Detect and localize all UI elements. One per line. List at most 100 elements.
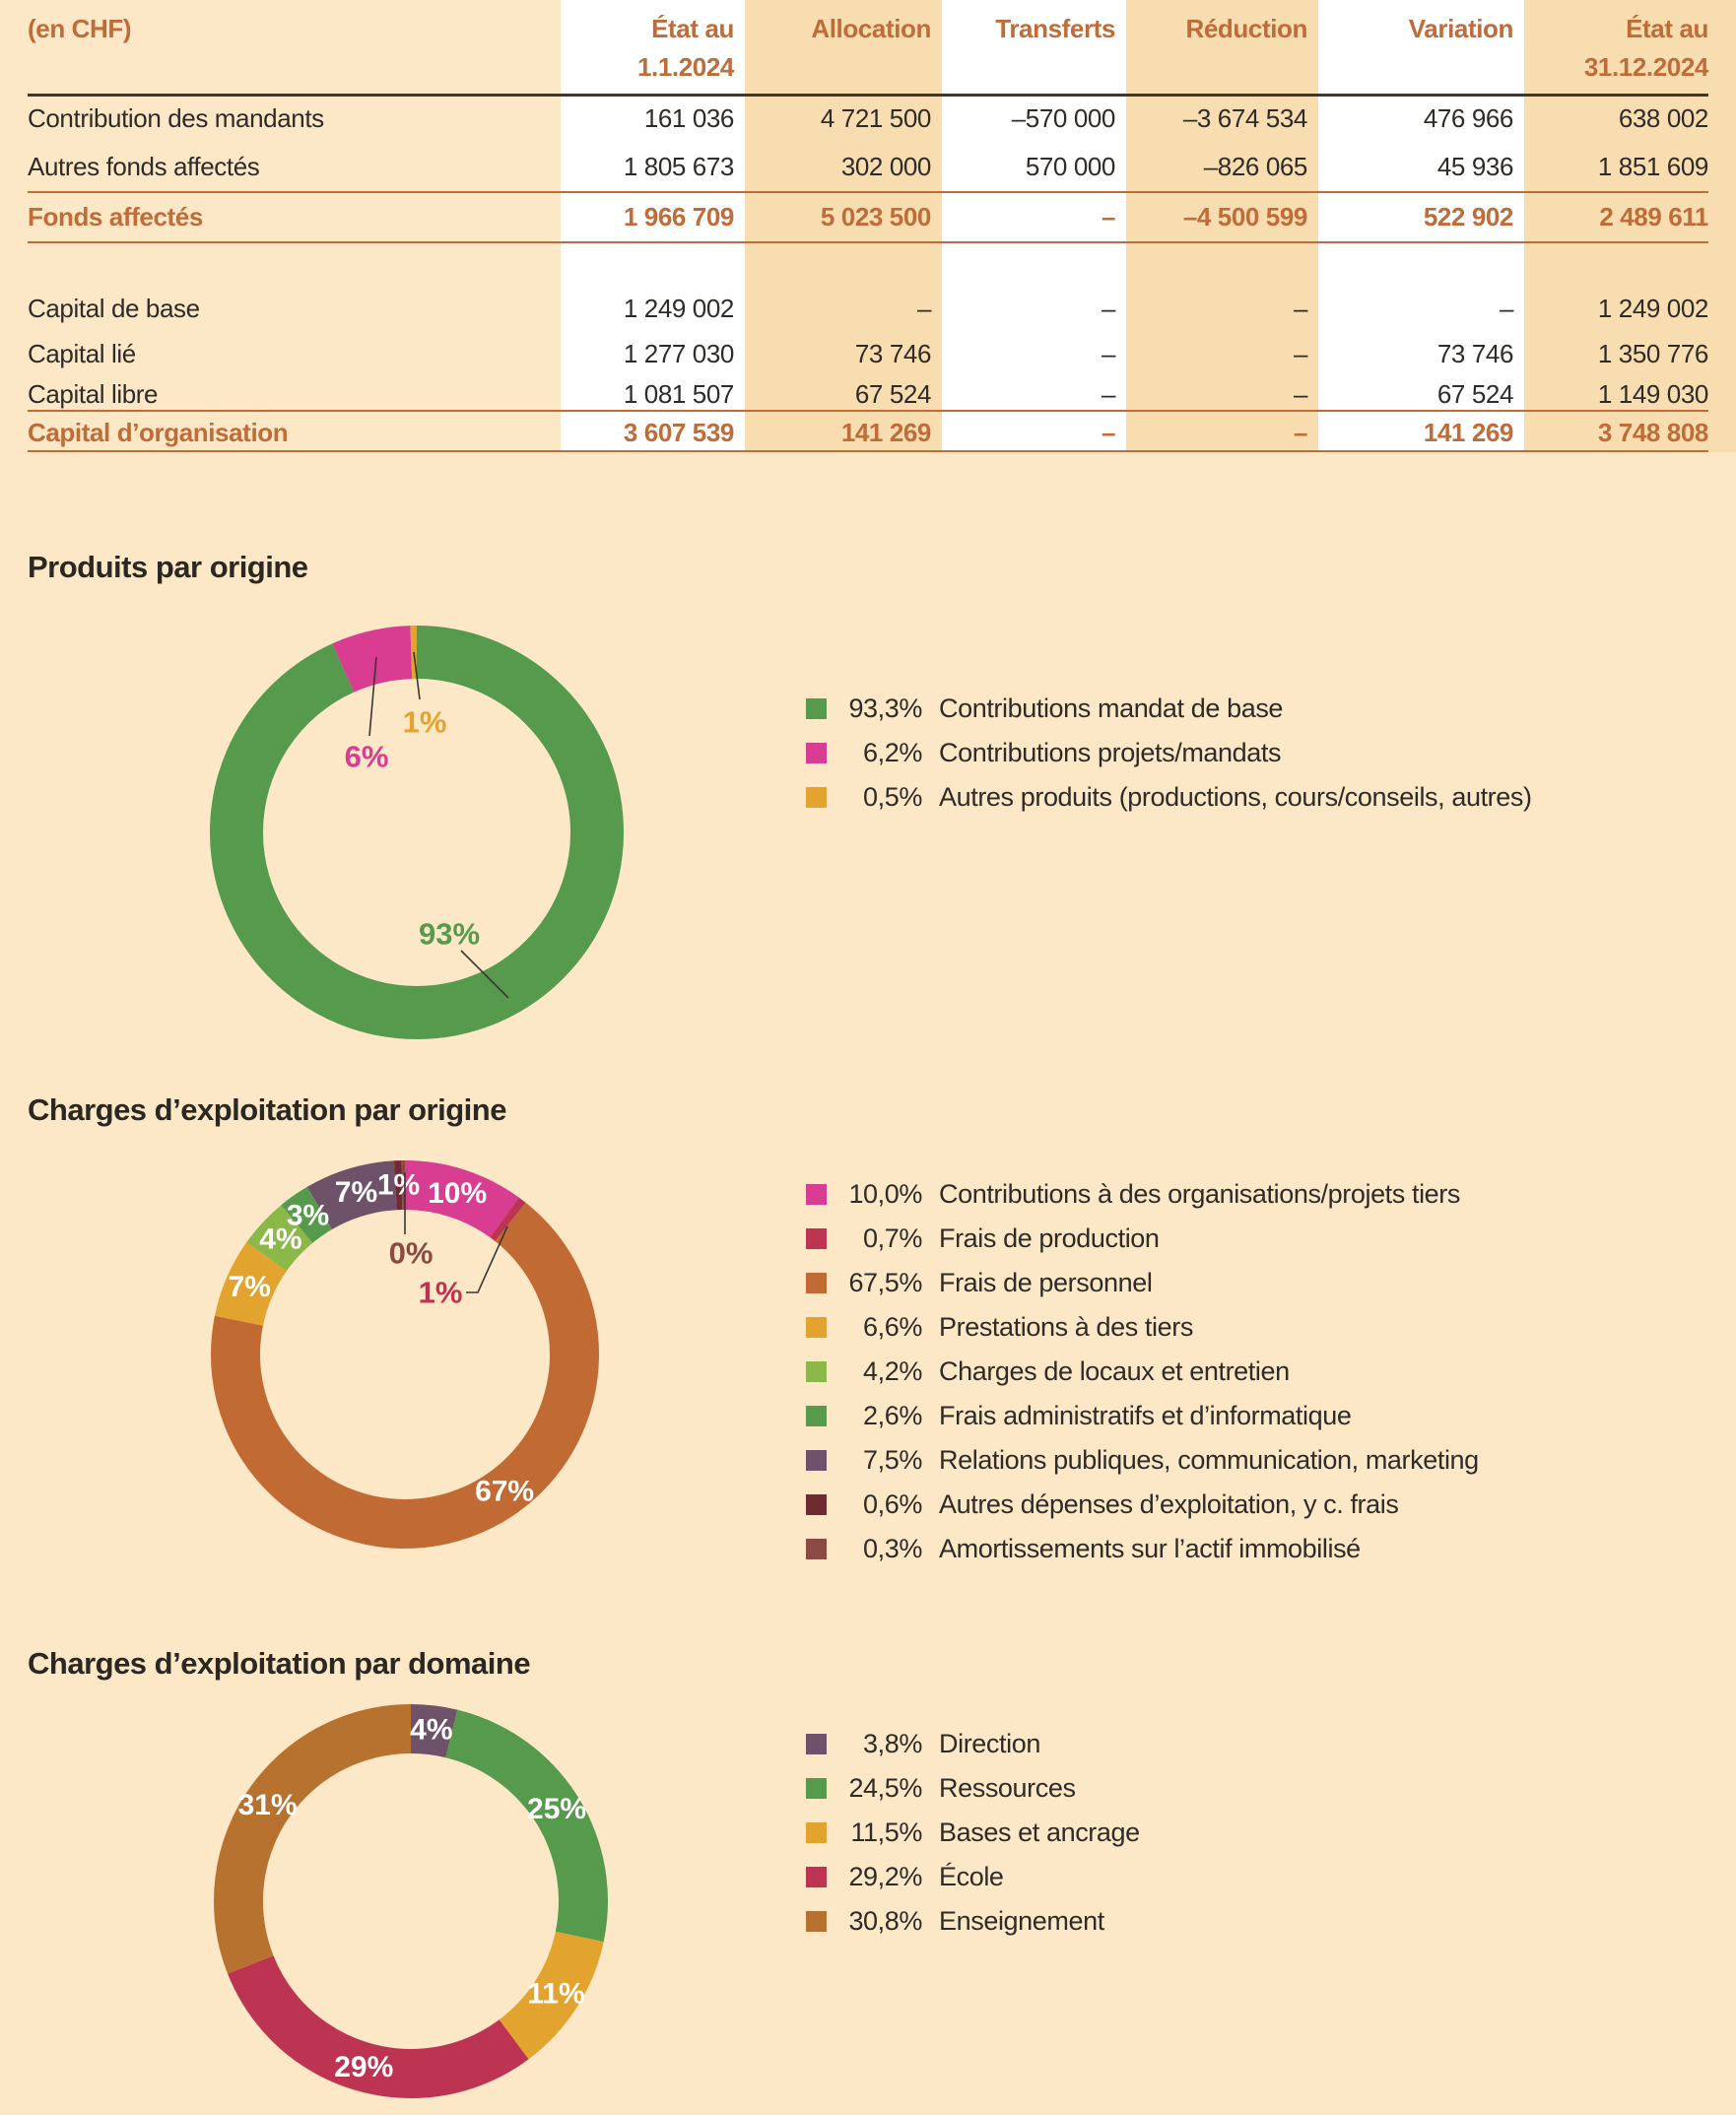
slice-callout-label: 0% xyxy=(389,1236,434,1271)
legend-item: 4,2% Charges de locaux et entretien xyxy=(806,1350,1693,1394)
table-cell: 141 269 xyxy=(1318,412,1524,452)
legend-label: Direction xyxy=(939,1729,1040,1758)
table-cell xyxy=(1126,241,1318,285)
leader-line xyxy=(466,1225,508,1293)
col-header: Transferts xyxy=(942,0,1126,95)
legend-label: Frais administratifs et d’informatique xyxy=(939,1401,1352,1430)
table-header-rule xyxy=(28,94,1708,97)
table-cell: 1 277 030 xyxy=(561,331,745,376)
table-cell: 67 524 xyxy=(1318,376,1524,412)
table-cell: 570 000 xyxy=(942,142,1126,191)
table-cell: – xyxy=(942,285,1126,331)
slice-label: 4% xyxy=(259,1223,301,1256)
legend-charges-domaine: 3,8% Direction 24,5% Ressources 11,5% Bases e… xyxy=(806,1722,1693,1944)
legend-label: Contributions projets/mandats xyxy=(939,738,1282,767)
legend-label: Amortissements sur l’actif immobilisé xyxy=(939,1534,1361,1563)
table-cell xyxy=(561,241,745,285)
legend-item: 30,8% Enseignement xyxy=(806,1899,1693,1944)
table-cell: 1 249 002 xyxy=(1524,285,1736,331)
legend-label: Contributions à des organisations/projet… xyxy=(939,1179,1460,1209)
table-cell: 4 721 500 xyxy=(745,95,942,142)
leader-line xyxy=(368,656,377,737)
table-cell: – xyxy=(745,285,942,331)
legend-pct: 3,8% xyxy=(863,1729,922,1758)
table-cell: 161 036 xyxy=(561,95,745,142)
legend-label: Prestations à des tiers xyxy=(939,1312,1193,1342)
slice-label: 29% xyxy=(334,2051,393,2083)
col-header-lines: État au 1.1.2024 xyxy=(636,14,734,82)
table-cell: 1 249 002 xyxy=(561,285,745,331)
row-label: Capital libre xyxy=(28,379,159,409)
table-rule-above-capital xyxy=(28,410,1708,412)
table-row: Capital d’organisation 3 607 539 141 269– –… xyxy=(0,412,1736,452)
legend-swatch xyxy=(806,743,827,763)
legend-item: 0,7% Frais de production xyxy=(806,1217,1693,1261)
legend-pct: 0,7% xyxy=(863,1223,922,1253)
col-header-lines: Variation xyxy=(1408,14,1514,43)
legend-item: 3,8% Direction xyxy=(806,1722,1693,1766)
table-cell: –3 674 534 xyxy=(1126,95,1318,142)
table-row xyxy=(0,241,1736,285)
table-row: Capital de base 1 249 002– – – –1 249 002 xyxy=(0,285,1736,331)
legend-item: 93,3% Contributions mandat de base xyxy=(806,687,1693,731)
col-header-lines: État au 31.12.2024 xyxy=(1583,14,1709,82)
legend-swatch xyxy=(806,1539,827,1559)
slice-label: 4% xyxy=(410,1714,452,1747)
leader-line xyxy=(460,950,509,999)
legend-item: 67,5% Frais de personnel xyxy=(806,1261,1693,1305)
table-cell: 3 607 539 xyxy=(561,412,745,452)
legend-label: Relations publiques, communication, mark… xyxy=(939,1445,1479,1475)
slice-callout-label: 93% xyxy=(419,917,480,952)
col-header-unit: (en CHF) xyxy=(28,14,132,43)
legend-pct: 2,6% xyxy=(863,1401,922,1430)
legend-pct: 0,5% xyxy=(863,782,922,812)
legend-pct: 0,3% xyxy=(863,1534,922,1563)
table-cell: – xyxy=(1318,285,1524,331)
legend-swatch xyxy=(806,1734,827,1754)
table-cell: – xyxy=(1126,331,1318,376)
row-label: Contribution des mandants xyxy=(28,103,324,133)
row-label xyxy=(0,241,561,285)
slice-callout-label: 1% xyxy=(419,1276,463,1310)
legend-charges-origine: 10,0% Contributions à des organisations/p… xyxy=(806,1172,1693,1571)
legend-label: Bases et ancrage xyxy=(939,1818,1140,1847)
legend-swatch xyxy=(806,787,827,808)
legend-pct: 11,5% xyxy=(850,1818,922,1847)
legend-pct: 93,3% xyxy=(848,694,922,723)
legend-pct: 4,2% xyxy=(863,1356,922,1386)
slice-label: 7% xyxy=(228,1271,270,1303)
legend-swatch xyxy=(806,1361,827,1382)
slice-label: 1% xyxy=(377,1169,420,1202)
section-title-charges-domaine: Charges d’exploitation par domaine xyxy=(28,1646,531,1681)
legend-item: 7,5% Relations publiques, communication, … xyxy=(806,1438,1693,1483)
leader-line xyxy=(413,651,421,700)
legend-item: 6,2% Contributions projets/mandats xyxy=(806,731,1693,775)
table-cell: 1 851 609 xyxy=(1524,142,1736,191)
legend-label: Ressources xyxy=(939,1773,1076,1803)
slice-label: 10% xyxy=(428,1177,487,1210)
legend-item: 11,5% Bases et ancrage xyxy=(806,1811,1693,1855)
legend-swatch xyxy=(806,1778,827,1799)
table-cell: 1 081 507 xyxy=(561,376,745,412)
legend-swatch xyxy=(806,1822,827,1843)
legend-pct: 67,5% xyxy=(848,1268,922,1297)
table-cell: 141 269 xyxy=(745,412,942,452)
table-row: Autres fonds affectés 1 805 673 302 000 570… xyxy=(0,142,1736,191)
donut-slice xyxy=(210,626,624,1039)
table-cell: –4 500 599 xyxy=(1126,191,1318,241)
legend-label: Autres dépenses d’exploitation, y c. fra… xyxy=(939,1489,1399,1519)
legend-pct: 29,2% xyxy=(848,1862,922,1891)
donut-chart-produits: 93% 6% 1% xyxy=(210,626,624,1039)
legend-pct: 7,5% xyxy=(863,1445,922,1475)
slice-label: 67% xyxy=(475,1476,534,1508)
donut-slice xyxy=(211,1160,599,1549)
donut-chart-charges-domaine: 4% 25% 11% 29% 31% xyxy=(214,1704,608,2098)
table-cell: – xyxy=(942,331,1126,376)
legend-item: 29,2% École xyxy=(806,1855,1693,1899)
table-row: Fonds affectés 1 966 709 5 023 500– –4 500 … xyxy=(0,191,1736,241)
table-cell: 638 002 xyxy=(1524,95,1736,142)
table-row: Contribution des mandants 161 036 4 721 50… xyxy=(0,95,1736,142)
legend-label: Frais de production xyxy=(939,1223,1160,1253)
legend-item: 0,6% Autres dépenses d’exploitation, y c.… xyxy=(806,1483,1693,1527)
